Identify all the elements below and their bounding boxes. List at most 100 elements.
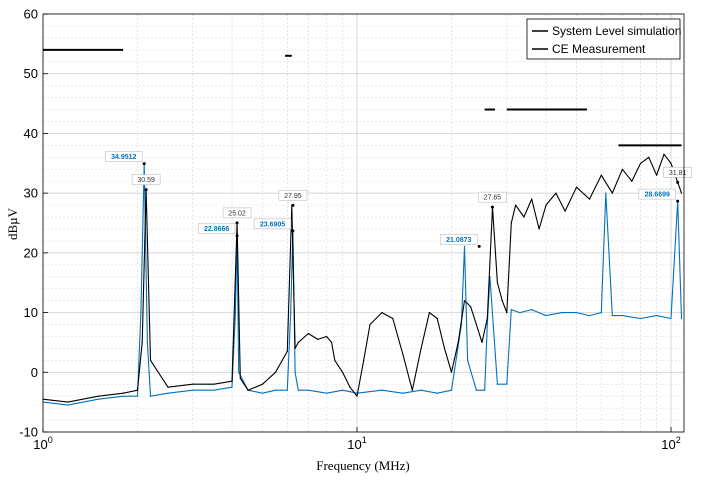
data-point-system bbox=[392, 317, 394, 320]
legend[interactable]: System Level simulation CE Measurement bbox=[526, 18, 681, 60]
data-point-system bbox=[506, 312, 508, 314]
data-point-system bbox=[192, 383, 194, 385]
legend-label-measurement: CE Measurement bbox=[552, 42, 646, 56]
data-point-measurement bbox=[274, 389, 277, 391]
x-axis-ticks: 100 101 102 bbox=[33, 427, 681, 452]
data-point-system bbox=[515, 204, 517, 206]
data-point-measurement bbox=[519, 312, 521, 314]
data-point-system bbox=[356, 395, 358, 397]
data-point-measurement bbox=[97, 398, 99, 400]
datatip-marker bbox=[144, 188, 148, 192]
datatip-label: 21.0873 bbox=[446, 237, 471, 244]
data-point-measurement bbox=[140, 312, 142, 314]
data-point-system bbox=[381, 312, 383, 314]
data-point-system bbox=[141, 341, 143, 343]
datatip-label: 22.8666 bbox=[204, 226, 229, 233]
data-point-measurement bbox=[506, 383, 508, 385]
datatip-box bbox=[440, 234, 478, 245]
x-axis-label: Frequency (MHz) bbox=[316, 458, 410, 473]
data-point-system bbox=[334, 359, 336, 361]
data-point-measurement bbox=[297, 389, 299, 391]
data-point-system bbox=[420, 347, 422, 349]
data-point-measurement bbox=[238, 371, 240, 373]
datatip-box bbox=[638, 188, 676, 200]
data-point-system bbox=[457, 341, 459, 343]
data-point-measurement bbox=[136, 395, 139, 397]
data-point-measurement bbox=[680, 317, 683, 320]
data-point-system bbox=[326, 335, 328, 338]
y-tick-label: 60 bbox=[24, 7, 38, 22]
data-point-measurement bbox=[436, 392, 438, 394]
legend-label-system: System Level simulation bbox=[552, 24, 681, 38]
data-point-system bbox=[443, 347, 446, 349]
datatip-label: 25.02 bbox=[228, 210, 246, 217]
data-point-system bbox=[463, 300, 466, 302]
datatip-label: 31.81 bbox=[669, 170, 687, 177]
data-point-measurement bbox=[342, 389, 344, 391]
y-tick-label: 0 bbox=[31, 365, 38, 380]
data-point-system bbox=[349, 386, 351, 388]
data-point-system bbox=[274, 371, 277, 373]
data-point-measurement bbox=[486, 323, 488, 326]
data-point-measurement bbox=[286, 389, 288, 391]
data-point-system bbox=[136, 389, 139, 391]
data-point-system bbox=[122, 392, 124, 394]
datatip-label: 30.59 bbox=[137, 177, 155, 184]
data-point-system bbox=[588, 198, 591, 200]
data-point-system bbox=[297, 341, 299, 343]
data-point-measurement bbox=[640, 317, 642, 320]
data-point-measurement bbox=[531, 309, 533, 311]
data-point-system bbox=[496, 282, 498, 284]
data-point-system bbox=[411, 389, 413, 391]
data-point-system bbox=[663, 153, 665, 155]
y-tick-label: 40 bbox=[24, 126, 38, 141]
data-point-system bbox=[369, 323, 371, 326]
data-point-system bbox=[247, 389, 249, 391]
data-point-measurement bbox=[192, 389, 194, 391]
data-point-measurement bbox=[167, 392, 169, 394]
data-point-measurement bbox=[467, 359, 469, 361]
data-point-system bbox=[286, 350, 288, 352]
data-point-system bbox=[231, 380, 233, 382]
data-point-system bbox=[545, 204, 547, 206]
data-point-measurement bbox=[234, 312, 236, 314]
datatip-marker bbox=[291, 229, 295, 233]
data-point-measurement bbox=[402, 392, 404, 394]
data-point-system bbox=[331, 341, 333, 343]
y-tick-label: 50 bbox=[24, 66, 38, 81]
data-point-system bbox=[481, 341, 483, 343]
data-point-system bbox=[531, 198, 533, 200]
data-point-system bbox=[656, 174, 658, 176]
data-point-measurement bbox=[149, 395, 152, 397]
data-point-system bbox=[621, 168, 624, 170]
datatip-marker bbox=[676, 199, 680, 203]
data-point-system bbox=[564, 210, 566, 212]
data-point-measurement bbox=[561, 312, 563, 314]
datatip-box bbox=[197, 223, 236, 235]
data-point-system bbox=[428, 312, 430, 314]
data-point-system bbox=[213, 383, 215, 385]
data-point-measurement bbox=[475, 389, 477, 391]
y-tick-label: -10 bbox=[19, 425, 38, 440]
data-point-system bbox=[611, 192, 613, 194]
x-tick-label: 101 bbox=[347, 435, 366, 452]
datatip-box bbox=[663, 167, 692, 178]
data-point-system bbox=[640, 162, 642, 164]
data-point-system bbox=[510, 222, 512, 224]
data-point-measurement bbox=[450, 389, 453, 391]
datatip-marker bbox=[477, 244, 481, 248]
data-point-measurement bbox=[496, 383, 498, 385]
data-point-system bbox=[317, 338, 319, 340]
data-point-measurement bbox=[605, 192, 607, 194]
data-point-system bbox=[475, 323, 477, 326]
data-point-system bbox=[648, 156, 650, 158]
series-line-measurement bbox=[42, 163, 683, 406]
y-tick-label: 10 bbox=[24, 305, 38, 320]
datatip-marker bbox=[291, 203, 295, 207]
data-point-measurement bbox=[621, 315, 624, 317]
data-point-measurement bbox=[670, 317, 672, 320]
data-point-system bbox=[486, 317, 488, 320]
data-point-system bbox=[470, 306, 472, 308]
data-point-system bbox=[600, 174, 602, 176]
data-point-system bbox=[670, 162, 672, 164]
